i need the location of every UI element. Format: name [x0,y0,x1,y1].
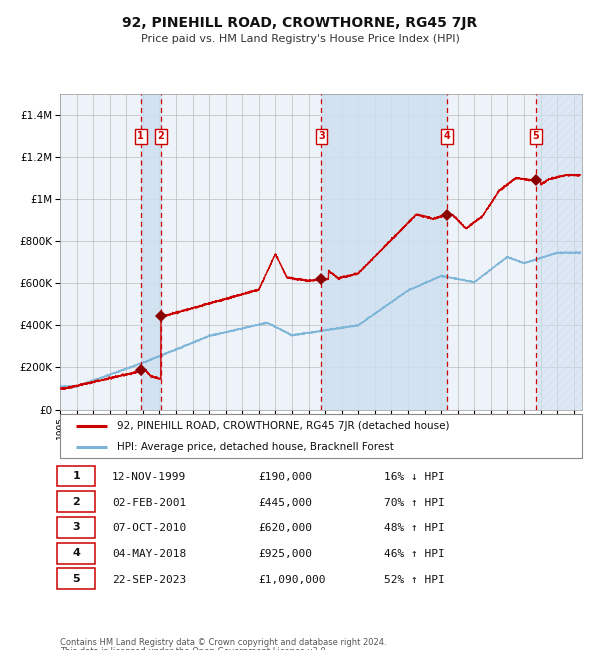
Text: Contains HM Land Registry data © Crown copyright and database right 2024.: Contains HM Land Registry data © Crown c… [60,638,386,647]
Text: 1: 1 [73,471,80,481]
Text: 5: 5 [73,574,80,584]
Text: 4: 4 [443,131,450,141]
Text: 92, PINEHILL ROAD, CROWTHORNE, RG45 7JR (detached house): 92, PINEHILL ROAD, CROWTHORNE, RG45 7JR … [118,421,450,431]
Text: £620,000: £620,000 [259,523,313,533]
Text: 2: 2 [158,131,164,141]
Text: 46% ↑ HPI: 46% ↑ HPI [383,549,445,559]
Bar [322,94,447,410]
Text: 92, PINEHILL ROAD, CROWTHORNE, RG45 7JR: 92, PINEHILL ROAD, CROWTHORNE, RG45 7JR [122,16,478,30]
FancyBboxPatch shape [58,465,95,486]
Text: 02-FEB-2001: 02-FEB-2001 [112,498,187,508]
FancyBboxPatch shape [58,568,95,589]
FancyBboxPatch shape [58,517,95,538]
Text: 70% ↑ HPI: 70% ↑ HPI [383,498,445,508]
FancyBboxPatch shape [58,543,95,564]
Text: £190,000: £190,000 [259,472,313,482]
Bar [536,94,582,410]
Text: 52% ↑ HPI: 52% ↑ HPI [383,575,445,584]
Text: 22-SEP-2023: 22-SEP-2023 [112,575,187,584]
Text: £925,000: £925,000 [259,549,313,559]
Text: 2: 2 [73,497,80,507]
Text: 16% ↓ HPI: 16% ↓ HPI [383,472,445,482]
Text: 5: 5 [533,131,539,141]
Text: 12-NOV-1999: 12-NOV-1999 [112,472,187,482]
Text: 3: 3 [318,131,325,141]
Bar [141,94,161,410]
Text: 3: 3 [73,523,80,532]
Text: 1: 1 [137,131,144,141]
Text: £1,090,000: £1,090,000 [259,575,326,584]
Text: 04-MAY-2018: 04-MAY-2018 [112,549,187,559]
Text: This data is licensed under the Open Government Licence v3.0.: This data is licensed under the Open Gov… [60,647,328,650]
Text: £445,000: £445,000 [259,498,313,508]
Text: 07-OCT-2010: 07-OCT-2010 [112,523,187,533]
Text: 48% ↑ HPI: 48% ↑ HPI [383,523,445,533]
Text: HPI: Average price, detached house, Bracknell Forest: HPI: Average price, detached house, Brac… [118,442,394,452]
Text: 4: 4 [72,548,80,558]
Text: Price paid vs. HM Land Registry's House Price Index (HPI): Price paid vs. HM Land Registry's House … [140,34,460,44]
FancyBboxPatch shape [58,491,95,512]
